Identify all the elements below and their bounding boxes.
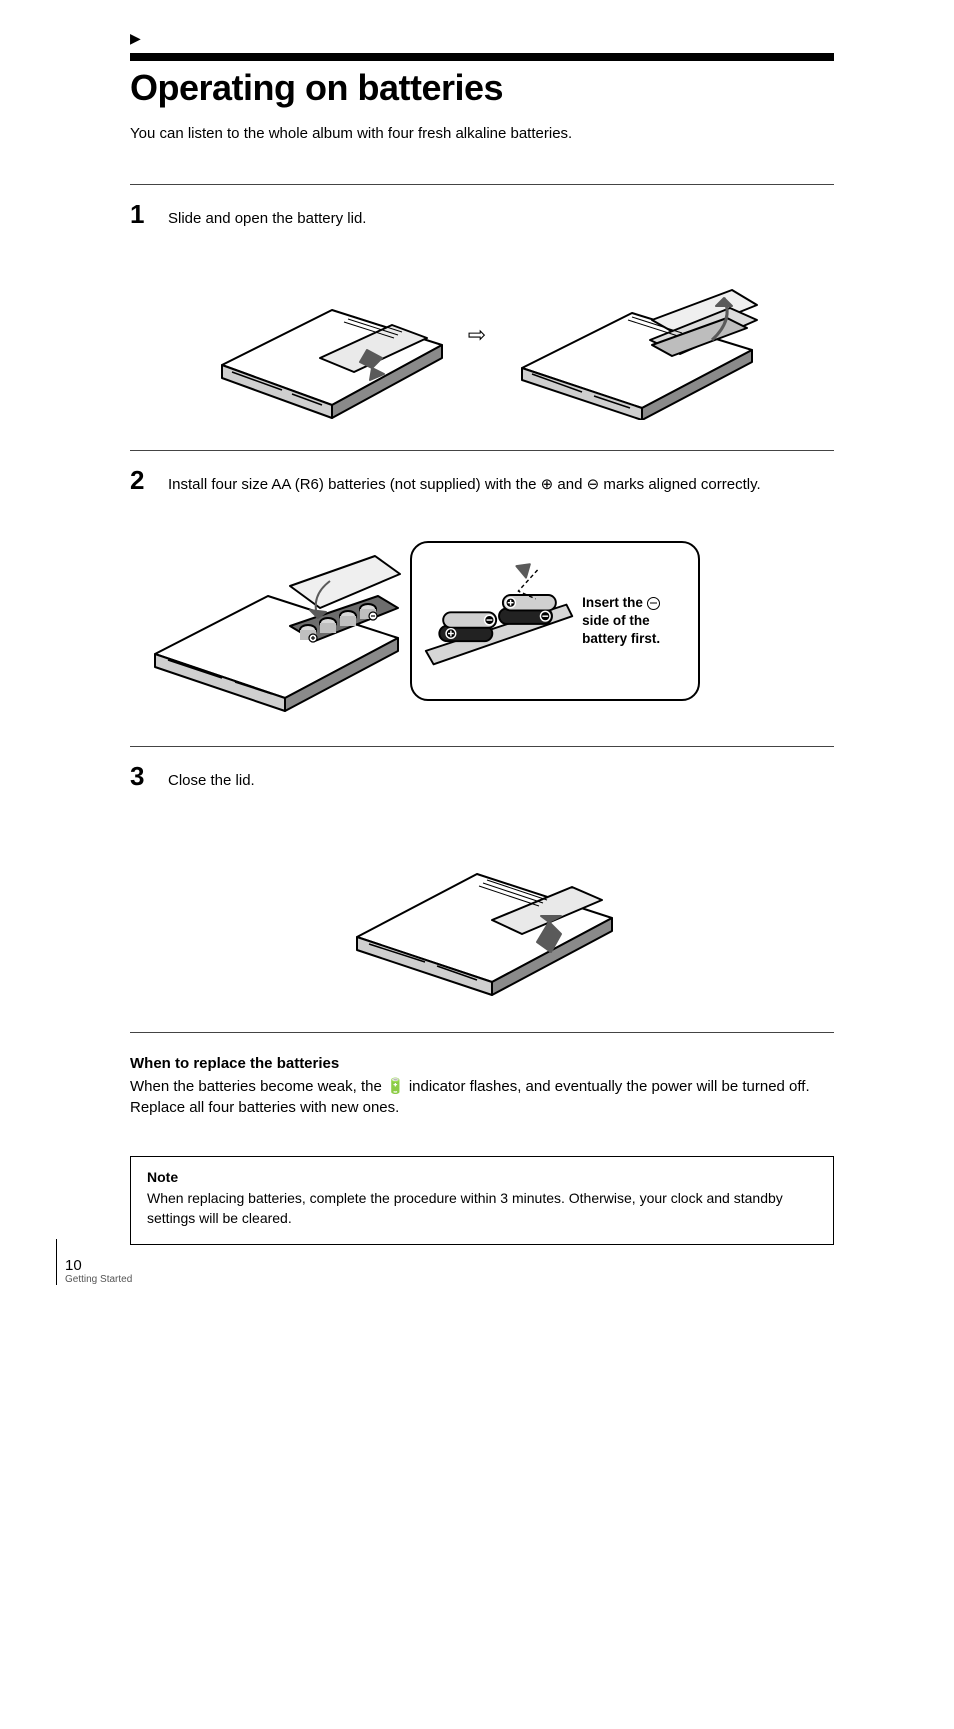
detail-caption-part3: side of the battery first.	[582, 613, 660, 646]
minus-icon	[647, 597, 660, 610]
intro-text: You can listen to the whole album with f…	[130, 123, 834, 144]
step-3-number: 3	[130, 761, 154, 792]
step-1: 1 Slide and open the battery lid.	[130, 184, 834, 450]
step-2-text: Install four size AA (R6) batteries (not…	[168, 474, 761, 495]
battery-polarity-closeup-icon	[422, 556, 576, 686]
when-replace-body: When the batteries become weak, the 🔋 in…	[130, 1076, 834, 1118]
radio-batteries-inserted-icon	[140, 526, 410, 716]
arrow-between-icon: ⇨	[468, 322, 486, 348]
step-2-detail-callout: Insert the side of the battery first.	[410, 541, 700, 701]
page-number: 10	[65, 1257, 132, 1274]
detail-caption: Insert the side of the battery first.	[582, 594, 688, 649]
when-to-replace-section: When to replace the batteries When the b…	[130, 1032, 834, 1245]
step-2-number: 2	[130, 465, 154, 496]
step-1-illustration: ⇨	[130, 250, 834, 420]
step-3-illustration	[130, 812, 834, 1002]
step-2: 2 Install four size AA (R6) batteries (n…	[130, 450, 834, 746]
step-1-number: 1	[130, 199, 154, 230]
note-box: Note When replacing batteries, complete …	[130, 1156, 834, 1245]
note-body: When replacing batteries, complete the p…	[147, 1189, 817, 1228]
continuation-marker: ▶	[130, 30, 834, 47]
title-rule	[130, 53, 834, 61]
step-3-text: Close the lid.	[168, 770, 255, 791]
footer-section: Getting Started	[65, 1274, 132, 1285]
radio-bottom-lid-open-icon	[502, 250, 762, 420]
step-1-text: Slide and open the battery lid.	[168, 208, 366, 229]
step-3: 3 Close the lid.	[130, 746, 834, 1032]
when-replace-title: When to replace the batteries	[130, 1055, 834, 1072]
note-title: Note	[147, 1169, 817, 1185]
radio-bottom-closed-icon	[202, 250, 452, 420]
radio-close-lid-icon	[337, 812, 627, 1002]
step-2-illustration: Insert the side of the battery first.	[130, 526, 834, 716]
page-title: Operating on batteries	[130, 67, 834, 109]
detail-caption-part1: Insert the	[582, 595, 647, 610]
page-footer: 10 Getting Started	[56, 1239, 132, 1285]
